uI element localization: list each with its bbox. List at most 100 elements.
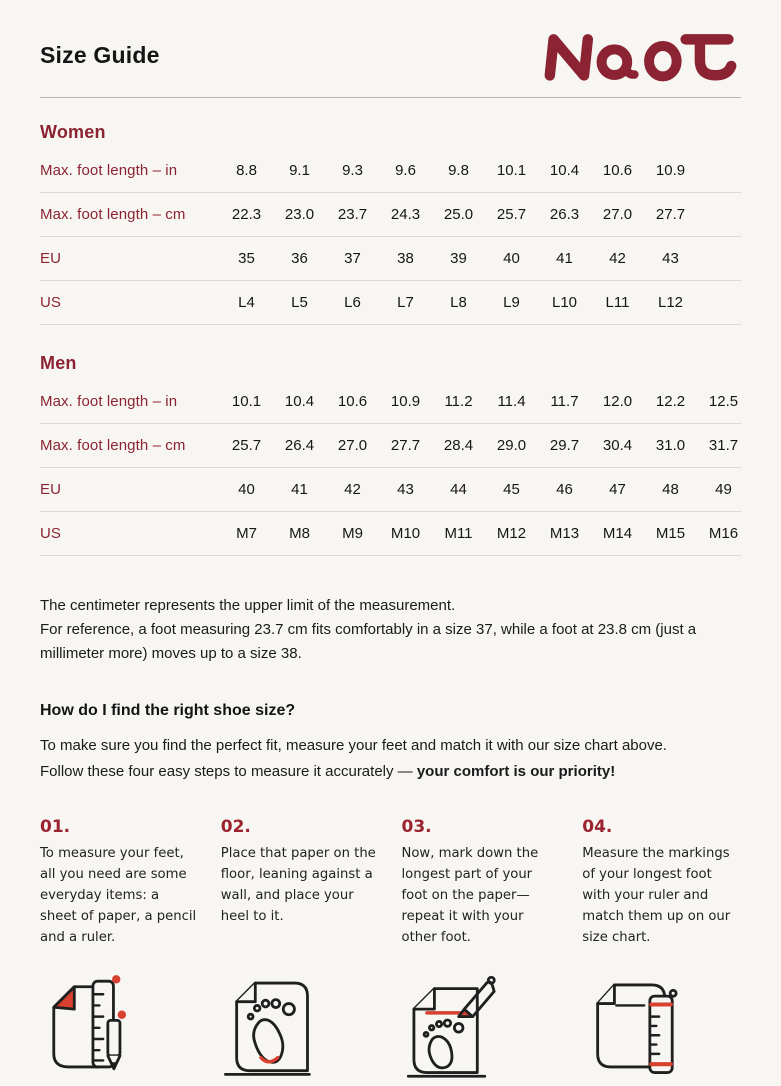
row-label: EU bbox=[40, 250, 62, 267]
cell: 25.7 bbox=[496, 206, 527, 223]
cell: 26.4 bbox=[284, 437, 315, 454]
paper-footprint-icon bbox=[221, 970, 380, 1080]
cell: 9.6 bbox=[395, 162, 416, 179]
men-section: Men Max. foot length – in 10.1 10.4 10.6 10… bbox=[40, 353, 741, 556]
steps: 01. To measure your feet, all you need a… bbox=[40, 817, 741, 948]
cell: 39 bbox=[450, 250, 467, 267]
row-label: Max. foot length – cm bbox=[40, 437, 186, 454]
cell: 26.3 bbox=[549, 206, 580, 223]
cell: 29.0 bbox=[496, 437, 527, 454]
cell: L5 bbox=[291, 294, 308, 311]
cell: 45 bbox=[503, 481, 520, 498]
cell: 30.4 bbox=[602, 437, 633, 454]
cell: M11 bbox=[444, 525, 473, 542]
cell: 25.7 bbox=[231, 437, 262, 454]
cell: 40 bbox=[238, 481, 255, 498]
cell: L6 bbox=[344, 294, 361, 311]
cell: M13 bbox=[549, 525, 580, 542]
cell: 10.4 bbox=[284, 393, 315, 410]
cell: 31.0 bbox=[655, 437, 686, 454]
table-row-women-us: US L4 L5 L6 L7 L8 L9 L10 L11 L12 bbox=[40, 281, 741, 325]
cell: M15 bbox=[655, 525, 686, 542]
row-label: US bbox=[40, 294, 62, 311]
cell: L7 bbox=[397, 294, 414, 311]
step-1: 01. To measure your feet, all you need a… bbox=[40, 817, 199, 948]
naot-logo-icon bbox=[541, 27, 741, 84]
cell: 11.2 bbox=[444, 393, 473, 410]
men-heading: Men bbox=[40, 353, 77, 373]
cell: 23.7 bbox=[337, 206, 368, 223]
step-4-number: 04. bbox=[582, 817, 613, 837]
step-2-number: 02. bbox=[220, 817, 251, 837]
step-3-text: Now, mark down the longest part of your … bbox=[401, 846, 539, 945]
cell: 41 bbox=[556, 250, 573, 267]
cell: 10.4 bbox=[549, 162, 580, 179]
step-3: 03. Now, mark down the longest part of y… bbox=[402, 817, 561, 948]
step-2-text: Place that paper on the floor, leaning a… bbox=[220, 846, 376, 924]
note-line-1: The centimeter represents the upper limi… bbox=[40, 597, 456, 614]
cell: 43 bbox=[397, 481, 414, 498]
cell: 12.5 bbox=[708, 393, 739, 410]
cell: 41 bbox=[291, 481, 308, 498]
cell: M9 bbox=[342, 525, 363, 542]
page-title: Size Guide bbox=[40, 41, 160, 68]
row-label: EU bbox=[40, 481, 62, 498]
cell: 49 bbox=[715, 481, 732, 498]
cell: M7 bbox=[236, 525, 257, 542]
header: Size Guide bbox=[40, 0, 741, 81]
cell: 10.1 bbox=[231, 393, 262, 410]
table-row-men-us: US M7 M8 M9 M10 M11 M12 M13 M14 M15 M16 bbox=[40, 512, 741, 556]
cell: M16 bbox=[708, 525, 739, 542]
cell: 40 bbox=[503, 250, 520, 267]
women-heading: Women bbox=[40, 122, 106, 142]
cell: 11.4 bbox=[497, 393, 526, 410]
cell: 11.7 bbox=[550, 393, 579, 410]
cell: M12 bbox=[496, 525, 527, 542]
cell: 8.8 bbox=[236, 162, 257, 179]
cell: 27.7 bbox=[655, 206, 686, 223]
cell: M10 bbox=[390, 525, 421, 542]
table-row-men-in: Max. foot length – in 10.1 10.4 10.6 10.9 11… bbox=[40, 380, 741, 424]
cell: L12 bbox=[657, 294, 684, 311]
cell: L4 bbox=[238, 294, 255, 311]
cell: 24.3 bbox=[390, 206, 421, 223]
cell: 10.1 bbox=[496, 162, 527, 179]
women-section: Women Max. foot length – in 8.8 9.1 9.3 9.6… bbox=[40, 122, 741, 325]
cell: 10.9 bbox=[390, 393, 421, 410]
cell: 10.6 bbox=[602, 162, 633, 179]
cell: M14 bbox=[602, 525, 633, 542]
cell: M8 bbox=[289, 525, 310, 542]
step-icons bbox=[40, 970, 741, 1080]
table-row-women-eu: EU 35 36 37 38 39 40 41 42 43 bbox=[40, 237, 741, 281]
cell: 29.7 bbox=[549, 437, 580, 454]
row-label: Max. foot length – cm bbox=[40, 206, 186, 223]
cell: L8 bbox=[450, 294, 467, 311]
cell: 42 bbox=[344, 481, 361, 498]
step-1-number: 01. bbox=[40, 817, 71, 837]
cell: 28.4 bbox=[443, 437, 474, 454]
howto-intro-text: To make sure you find the perfect fit, m… bbox=[40, 737, 667, 780]
cell: 31.7 bbox=[708, 437, 739, 454]
paper-footprint-pencil-icon bbox=[402, 970, 561, 1080]
howto-intro: To make sure you find the perfect fit, m… bbox=[40, 733, 704, 785]
step-4-text: Measure the markings of your longest foo… bbox=[582, 846, 731, 945]
cell: L11 bbox=[605, 294, 630, 311]
cell: 27.0 bbox=[602, 206, 633, 223]
step-1-text: To measure your feet, all you need are s… bbox=[40, 846, 197, 945]
cell: 43 bbox=[662, 250, 679, 267]
cell: 38 bbox=[397, 250, 414, 267]
paper-ruler-marks-icon bbox=[582, 970, 741, 1080]
cell: L9 bbox=[503, 294, 520, 311]
howto-heading: How do I find the right shoe size? bbox=[40, 702, 296, 719]
cell: 36 bbox=[291, 250, 308, 267]
step-2: 02. Place that paper on the floor, leani… bbox=[221, 817, 380, 948]
cell: 12.0 bbox=[602, 393, 633, 410]
howto-intro-emphasis: your comfort is our priority! bbox=[416, 763, 616, 780]
cell: 37 bbox=[344, 250, 361, 267]
row-label: US bbox=[40, 525, 62, 542]
cell: 25.0 bbox=[443, 206, 474, 223]
cell: 27.7 bbox=[390, 437, 421, 454]
cell: 27.0 bbox=[337, 437, 368, 454]
cell: 22.3 bbox=[231, 206, 262, 223]
